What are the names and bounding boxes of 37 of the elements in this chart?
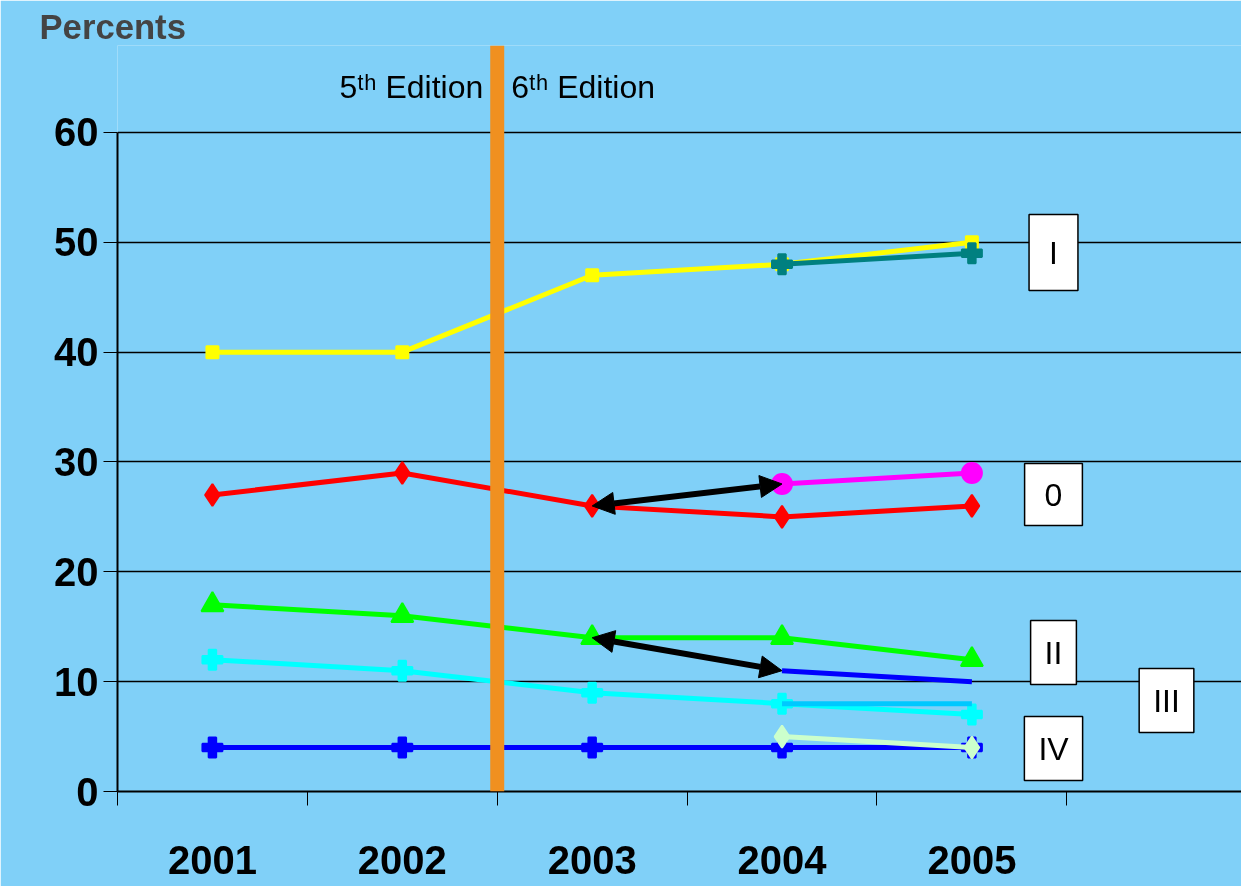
point <box>391 659 414 682</box>
y-tick-label: 30 <box>54 439 99 484</box>
point <box>201 736 224 759</box>
y-tick-label: 60 <box>54 110 99 155</box>
point <box>393 460 411 485</box>
text: 5ᵗʰ Edition <box>339 69 484 106</box>
point <box>581 681 604 704</box>
point <box>771 253 794 276</box>
point <box>205 345 220 360</box>
point <box>395 345 410 360</box>
point <box>960 462 983 484</box>
annotation: 0 <box>1044 476 1063 513</box>
point <box>773 504 791 529</box>
y-tick-label: 10 <box>54 659 99 704</box>
point <box>960 242 983 265</box>
x-tick-label: 2002 <box>357 837 447 882</box>
annotation: I <box>1049 234 1058 271</box>
point <box>963 493 981 518</box>
y-tick-label: 50 <box>54 220 99 265</box>
point <box>201 648 224 671</box>
y-tick-label: 0 <box>76 769 99 814</box>
point <box>960 703 983 726</box>
point <box>581 736 604 759</box>
annotation: IV <box>1038 730 1070 767</box>
x-tick-label: 2001 <box>167 837 257 882</box>
annotation: III <box>1153 682 1180 719</box>
point <box>585 268 600 283</box>
x-tick-label: 2003 <box>547 837 637 882</box>
point <box>773 724 791 749</box>
y-axis-title: Percents <box>39 7 186 46</box>
y-tick-label: 20 <box>54 549 99 594</box>
y-tick-label: 40 <box>54 330 99 375</box>
annotation: II <box>1044 634 1063 671</box>
x-tick-label: 2004 <box>737 837 828 882</box>
x-tick-label: 2005 <box>927 837 1017 882</box>
text: 6ᵗʰ Edition <box>511 69 656 106</box>
point <box>391 736 414 759</box>
